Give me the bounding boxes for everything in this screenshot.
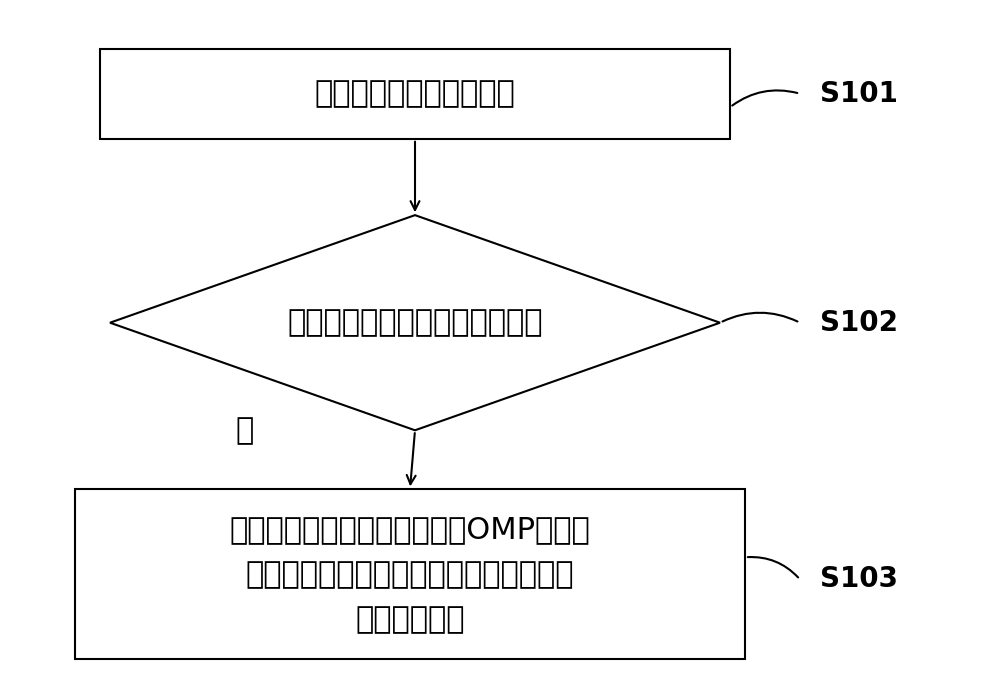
Text: S101: S101 [820, 80, 898, 108]
Text: S102: S102 [820, 309, 898, 337]
FancyBboxPatch shape [100, 49, 730, 139]
Polygon shape [110, 215, 720, 430]
Text: S103: S103 [820, 566, 898, 593]
FancyBboxPatch shape [75, 489, 745, 659]
Text: 判断个性化过完备字典是否生成: 判断个性化过完备字典是否生成 [287, 308, 543, 337]
Text: 接收用户的压缩心电数据: 接收用户的压缩心电数据 [315, 79, 515, 108]
Text: 利用所述个性化过完备字典和OMP算法，
对所述压缩心电数据进行重构，获得第一
重构心电数据: 利用所述个性化过完备字典和OMP算法， 对所述压缩心电数据进行重构，获得第一 重… [230, 515, 590, 634]
Text: 是: 是 [236, 416, 254, 445]
